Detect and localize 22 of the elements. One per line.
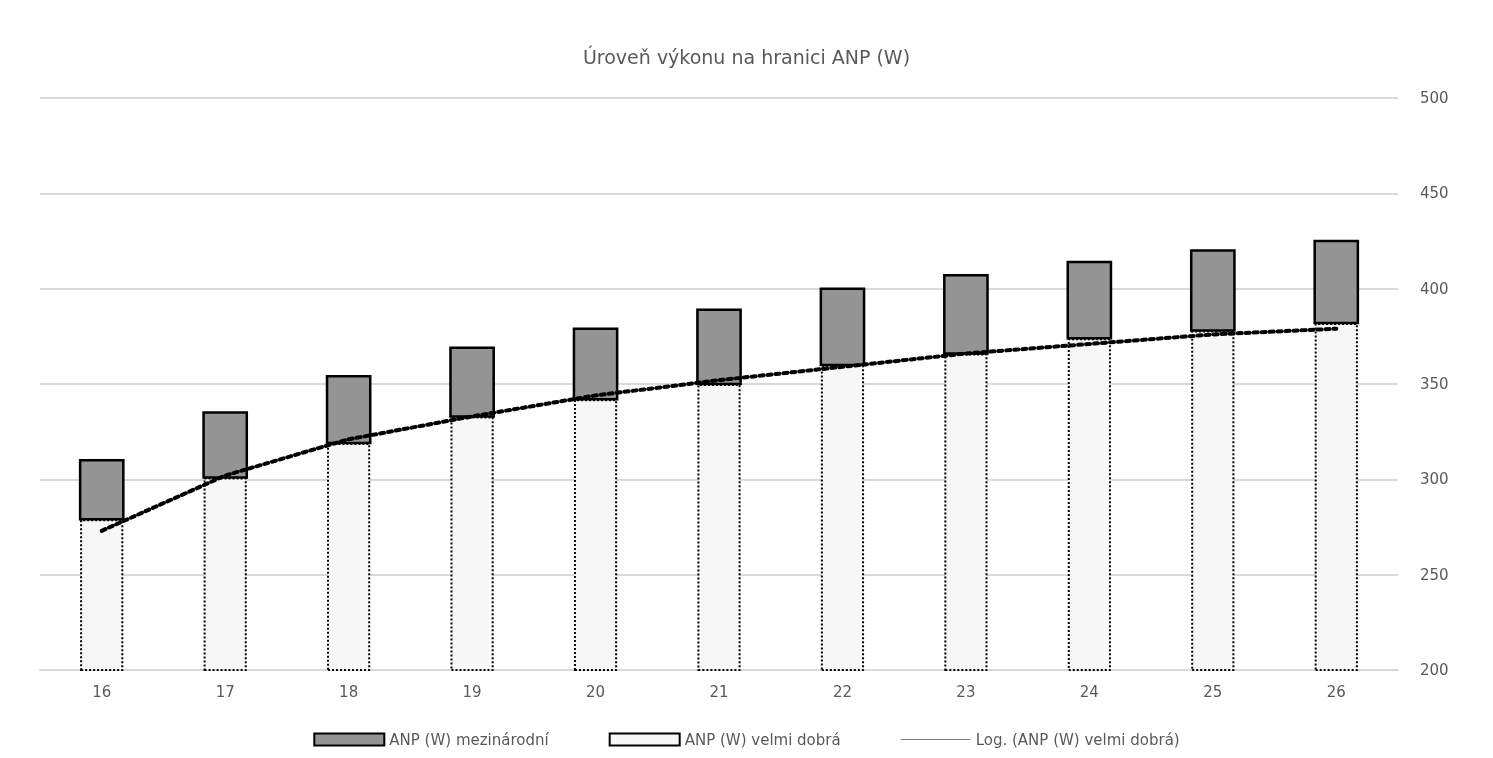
- legend-label: ANP (W) velmi dobrá: [684, 730, 841, 749]
- x-tick-label: 21: [709, 682, 729, 701]
- y-tick-label: 450: [1420, 184, 1449, 203]
- y-tick-label: 250: [1420, 565, 1449, 584]
- y-tick-label: 300: [1420, 470, 1449, 489]
- x-tick-label: 25: [1203, 682, 1223, 701]
- legend-label: ANP (W) mezinárodní: [389, 730, 550, 749]
- x-tick-label: 22: [832, 682, 852, 701]
- x-tick-label: 16: [92, 682, 112, 701]
- x-tick-label: 20: [586, 682, 606, 701]
- y-tick-label: 500: [1420, 89, 1449, 107]
- x-tick-label: 26: [1326, 682, 1346, 701]
- y-tick-label: 200: [1420, 661, 1449, 679]
- legend-label: Log. (ANP (W) velmi dobrá): [975, 730, 1180, 749]
- y-tick-label: 400: [1420, 279, 1449, 298]
- x-tick-label: 24: [1079, 682, 1099, 701]
- x-tick-label: 23: [956, 682, 976, 701]
- x-tick-label: 18: [339, 682, 359, 701]
- x-tick-label: 17: [215, 682, 235, 701]
- x-tick-label: 19: [462, 682, 482, 701]
- chart-title: Úroveň výkonu na hranici ANP (W): [582, 44, 911, 68]
- y-tick-label: 350: [1420, 375, 1449, 393]
